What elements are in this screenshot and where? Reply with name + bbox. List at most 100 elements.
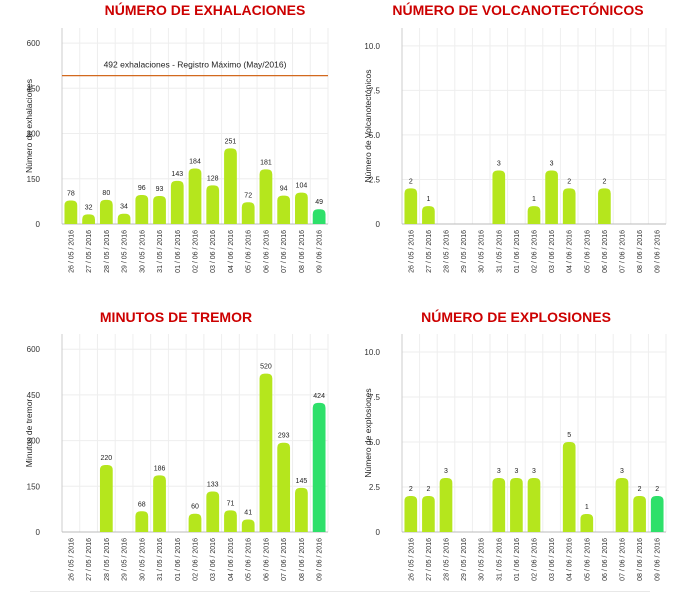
bar-9[interactable] [545,170,558,224]
bar-10[interactable] [224,148,237,224]
x-tick-label: 06 / 06 / 2016 [602,230,609,273]
bar-value-label: 2 [409,486,413,493]
bar-value-label: 520 [260,364,272,371]
x-tick-label: 31 / 05 / 2016 [157,230,164,273]
x-tick-label: 07 / 06 / 2016 [620,538,627,581]
bar-value-label: 3 [497,161,501,168]
bar-8[interactable] [188,168,202,224]
x-tick-label: 04 / 06 / 2016 [228,538,235,581]
x-tick-label: 30 / 05 / 2016 [479,538,486,581]
x-tick-label: 26 / 05 / 2016 [408,538,415,581]
bar-2[interactable] [422,496,435,532]
x-tick-label: 01 / 06 / 2016 [175,538,182,581]
bar-3[interactable] [439,478,453,532]
y-tick-label: 0 [36,220,41,229]
bar-value-label: 3 [550,161,554,168]
y-tick-label: 5.0 [369,438,381,447]
bar-6[interactable] [492,478,506,532]
bar-value-label: 293 [278,433,290,440]
x-tick-label: 07 / 06 / 2016 [281,538,288,581]
x-tick-label: 05 / 06 / 2016 [246,538,253,581]
bar-3[interactable] [99,199,113,224]
bar-8[interactable] [527,206,541,224]
bar-10[interactable] [562,442,576,532]
bar-6[interactable] [492,170,506,224]
y-tick-label: 600 [27,39,41,48]
x-tick-label: 07 / 06 / 2016 [620,230,627,273]
x-tick-label: 08 / 06 / 2016 [637,538,644,581]
bar-value-label: 186 [154,465,166,472]
bar-value-label: 143 [171,171,183,178]
x-tick-label: 03 / 06 / 2016 [210,230,217,273]
bar-8[interactable] [527,478,541,532]
bar-value-label: 220 [100,455,112,462]
chart-panel-3: MINUTOS DE TREMOR 0 150 300 450 600 Minutos de… [24,309,329,581]
y-axis-label: Número de explosiones [363,388,373,477]
bar-value-label: 60 [191,504,199,511]
bar-12[interactable] [598,188,611,224]
x-tick-label: 03 / 06 / 2016 [549,538,556,581]
bar-7[interactable] [510,478,523,532]
bar-14[interactable] [295,192,308,224]
bar-2[interactable] [422,206,435,224]
x-tick-label: 26 / 05 / 2016 [68,230,75,273]
chart-panel-4: NÚMERO DE EXPLOSIONES 0 2.5 5.0 7.5 10.0 Númer… [363,308,667,581]
bar-5[interactable] [135,195,149,224]
y-axis-label: Número de Volcanotectónicos [363,70,373,183]
bar-14[interactable] [633,496,646,532]
bar-6[interactable] [153,475,166,532]
bar-9[interactable] [206,491,220,532]
bar-value-label: 133 [207,481,219,488]
bar-value-label: 181 [260,159,272,166]
bar-10[interactable] [224,510,237,532]
y-tick-label: 0 [36,528,41,537]
bar-13[interactable] [277,195,291,224]
bar-8[interactable] [188,513,202,532]
bar-12[interactable] [259,169,273,224]
bar-value-label: 2 [602,178,606,185]
x-tick-label: 06 / 06 / 2016 [263,538,270,581]
bar-13[interactable] [615,478,629,532]
bar-1[interactable] [64,200,78,224]
bar-6[interactable] [153,195,166,224]
bar-value-label: 2 [426,486,430,493]
bar-11[interactable] [580,514,594,532]
y-axis-label: Número de exhalaciones [24,79,34,173]
bar-15[interactable] [312,209,326,224]
bar-1[interactable] [404,496,418,532]
bar-value-label: 80 [102,190,110,197]
x-tick-label: 08 / 06 / 2016 [637,230,644,273]
bar-9[interactable] [206,185,220,224]
bar-value-label: 41 [244,510,252,517]
x-tick-label: 02 / 06 / 2016 [193,230,200,273]
bar-11[interactable] [241,202,255,224]
x-tick-label: 27 / 05 / 2016 [426,538,433,581]
bar-15[interactable] [312,402,326,532]
y-tick-label: 300 [27,437,41,446]
y-tick-label: 450 [27,391,41,400]
bar-13[interactable] [277,442,291,532]
bar-1[interactable] [404,188,418,224]
bar-5[interactable] [135,511,149,532]
bar-11[interactable] [241,519,255,532]
bar-2[interactable] [82,214,95,224]
bar-14[interactable] [295,487,308,532]
bar-value-label: 49 [315,199,323,206]
bar-value-label: 93 [156,186,164,193]
chart-title: NÚMERO DE VOLCANOTECTÓNICOS [392,1,643,18]
bar-15[interactable] [650,496,664,532]
bar-10[interactable] [562,188,576,224]
bar-value-label: 184 [189,159,201,166]
x-tick-label: 03 / 06 / 2016 [549,230,556,273]
bar-7[interactable] [170,180,184,224]
bar-12[interactable] [259,373,273,532]
x-tick-label: 01 / 06 / 2016 [514,230,521,273]
bar-value-label: 68 [138,501,146,508]
bar-3[interactable] [99,464,113,532]
bar-4[interactable] [117,213,131,224]
x-tick-label: 04 / 06 / 2016 [567,538,574,581]
chart-panel-2: NÚMERO DE VOLCANOTECTÓNICOS 0 2.5 5.0 7.5 10.… [363,1,667,273]
x-tick-label: 05 / 06 / 2016 [584,538,591,581]
bar-value-label: 1 [532,196,536,203]
bar-value-label: 94 [280,186,288,193]
